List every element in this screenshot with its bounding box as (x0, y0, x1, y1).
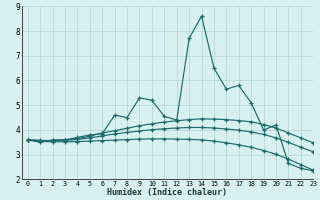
X-axis label: Humidex (Indice chaleur): Humidex (Indice chaleur) (108, 188, 228, 197)
